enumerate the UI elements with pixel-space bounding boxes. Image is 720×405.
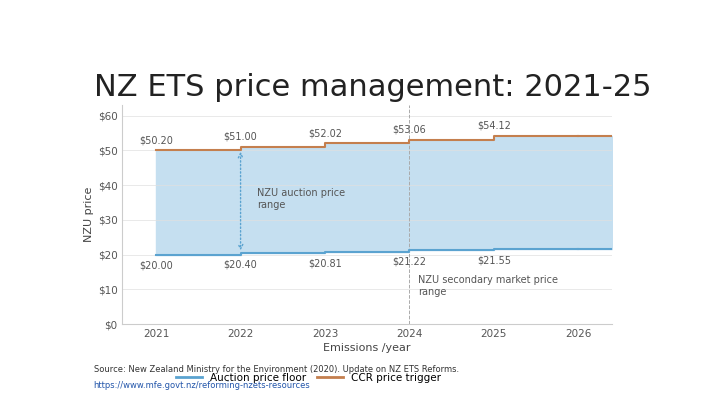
Legend: Auction price floor, CCR price trigger: Auction price floor, CCR price trigger (171, 369, 445, 387)
Text: $21.22: $21.22 (392, 257, 426, 266)
Text: $50.20: $50.20 (139, 135, 173, 145)
Text: $53.06: $53.06 (392, 125, 426, 134)
Text: https://www.mfe.govt.nz/reforming-nzets-resources: https://www.mfe.govt.nz/reforming-nzets-… (94, 381, 310, 390)
Text: $20.40: $20.40 (224, 260, 258, 269)
Text: Moru: Moru (38, 18, 74, 31)
Text: NZ ETS price management: 2021-25: NZ ETS price management: 2021-25 (94, 73, 651, 102)
Text: $54.12: $54.12 (477, 121, 510, 131)
Text: $21.55: $21.55 (477, 256, 510, 265)
X-axis label: Emissions /year: Emissions /year (323, 343, 411, 353)
Text: $20.81: $20.81 (308, 258, 342, 268)
Text: Source: New Zealand Ministry for the Environment (2020). Update on NZ ETS Reform: Source: New Zealand Ministry for the Env… (94, 364, 459, 373)
Text: $52.02: $52.02 (308, 128, 342, 138)
Text: $51.00: $51.00 (224, 132, 258, 142)
Text: NZU secondary market price
range: NZU secondary market price range (418, 275, 558, 296)
Text: ECONOMIC & PUBLIC POLICY RESEARCH: ECONOMIC & PUBLIC POLICY RESEARCH (464, 21, 602, 27)
Text: $20.00: $20.00 (139, 261, 173, 271)
Text: NZU auction price
range: NZU auction price range (258, 188, 346, 210)
Y-axis label: NZU price: NZU price (84, 187, 94, 242)
